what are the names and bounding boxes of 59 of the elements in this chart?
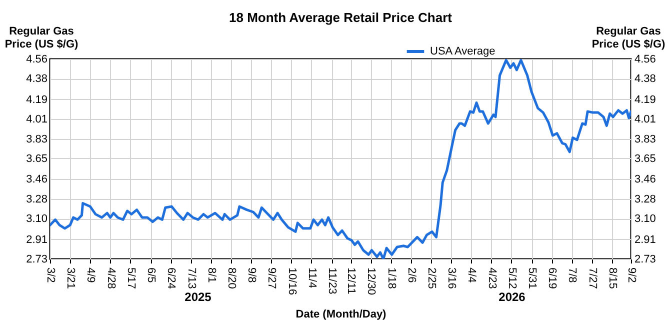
- y-tick-label: 4.38: [26, 73, 48, 86]
- x-tick-label: 7/27: [586, 268, 598, 289]
- x-tick-label: 11/23: [326, 268, 338, 294]
- x-tick-label: 7/8: [566, 268, 578, 283]
- x-tick-label: 9/27: [266, 268, 278, 289]
- y-tick-label: 4.56: [26, 54, 48, 66]
- x-tick-label: 1/18: [385, 268, 398, 289]
- x-tick-label: 12/30: [365, 268, 378, 296]
- text: 2026: [498, 290, 526, 304]
- y-tick-label: 3.83: [26, 133, 48, 146]
- y2-tick-label: 4.38: [634, 73, 656, 86]
- x-tick-label: 11/4: [306, 268, 318, 288]
- y-tick-label: 3.28: [26, 193, 48, 206]
- text: 2025: [184, 290, 212, 304]
- y2-tick-label: 4.56: [634, 54, 656, 66]
- x-tick-label: 5/31: [526, 268, 538, 289]
- y2-tick-label: 3.46: [634, 174, 656, 186]
- y-tick-label: 4.01: [26, 114, 48, 126]
- y-tick-label: 3.65: [26, 152, 48, 165]
- x-tick-label: 9/2: [626, 268, 638, 283]
- x-tick-label: 12/11: [345, 268, 358, 294]
- x-axis-title: Date (Month/Day): [296, 308, 387, 320]
- x-tick-label: 4/4: [466, 268, 478, 283]
- x-tick-label: 5/12: [506, 268, 518, 289]
- y2-tick-label: 3.10: [634, 213, 656, 226]
- y-tick-label: 3.10: [26, 213, 48, 226]
- y2-axis-title: Regular Gas Price (US $/G): [592, 26, 666, 50]
- x-tick-label: 4/28: [104, 268, 117, 289]
- x-tick-label: 9/8: [246, 268, 258, 283]
- x-tick-label: 6/19: [546, 268, 558, 289]
- x-tick-label: 8/1: [205, 268, 218, 283]
- x-tick-label: 8/20: [225, 268, 238, 289]
- x-tick-label: 2/25: [425, 268, 438, 289]
- x-tick-label: 4/23: [486, 268, 498, 289]
- x-tick-label: 2/6: [405, 268, 418, 283]
- y2-tick-label: 4.19: [634, 94, 656, 106]
- legend-label: USA Average: [430, 46, 496, 58]
- y2-tick-label: 3.28: [634, 193, 656, 206]
- y2-tick-label: 3.83: [634, 133, 656, 146]
- x-tick-label: 3/16: [446, 268, 458, 289]
- x-tick-label: 4/9: [84, 268, 97, 283]
- y-tick-label: 2.73: [26, 254, 48, 266]
- y-tick-label: 3.46: [26, 174, 48, 186]
- x-tick-label: 10/16: [286, 268, 298, 296]
- x-tick-label: 3/21: [64, 268, 77, 289]
- y2-tick-label: 2.91: [634, 234, 656, 246]
- x-tick-label: 6/24: [165, 268, 178, 289]
- x-tick-label: 3/2: [44, 268, 56, 283]
- chart-title: 18 Month Average Retail Price Chart: [229, 10, 453, 25]
- y-axis-title: Regular Gas Price (US $/G): [4, 26, 79, 50]
- y-tick-label: 2.91: [26, 234, 48, 246]
- x-tick-label: 5/17: [124, 268, 137, 289]
- y-tick-label: 4.19: [26, 94, 48, 106]
- x-tick-label: 8/15: [606, 268, 618, 289]
- y2-tick-label: 2.73: [634, 254, 656, 266]
- x-tick-label: 6/5: [145, 268, 158, 283]
- y2-tick-label: 3.65: [634, 152, 656, 165]
- y2-tick-label: 4.01: [634, 114, 656, 126]
- x-tick-label: 7/13: [185, 268, 198, 289]
